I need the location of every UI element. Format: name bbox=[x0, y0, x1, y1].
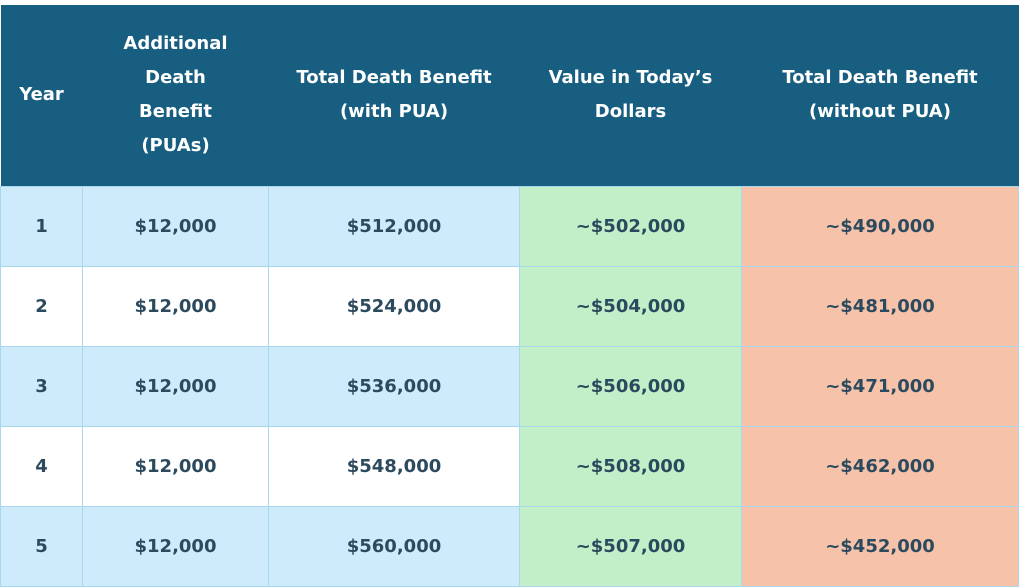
table-cell: $12,000 bbox=[82, 425, 269, 507]
table-cell: $12,000 bbox=[82, 185, 269, 267]
table-cell: ~$452,000 bbox=[741, 505, 1019, 587]
table-row: 4 $12,000 $548,000 ~$508,000 ~$462,000 bbox=[0, 425, 1019, 507]
table-cell: 3 bbox=[0, 345, 83, 427]
table-cell: ~$462,000 bbox=[741, 425, 1019, 507]
table-cell: $536,000 bbox=[268, 345, 520, 427]
table-container: Year Additional Death Benefit (PUAs) Total… bbox=[0, 5, 1019, 587]
table-cell: $12,000 bbox=[82, 505, 269, 587]
table-cell: $12,000 bbox=[82, 345, 269, 427]
table-cell: ~$508,000 bbox=[519, 425, 742, 507]
table-cell: ~$490,000 bbox=[741, 185, 1019, 267]
column-header: Total Death Benefit (with PUA) bbox=[268, 5, 520, 186]
table-cell: ~$502,000 bbox=[519, 185, 742, 267]
table-cell: 4 bbox=[0, 425, 83, 507]
table-row: 5 $12,000 $560,000 ~$507,000 ~$452,000 bbox=[0, 505, 1019, 587]
benefit-table: Year Additional Death Benefit (PUAs) Total… bbox=[0, 5, 1019, 587]
column-header: Total Death Benefit (without PUA) bbox=[741, 5, 1019, 186]
table-cell: $548,000 bbox=[268, 425, 520, 507]
table-cell: $560,000 bbox=[268, 505, 520, 587]
table-cell: 2 bbox=[0, 265, 83, 347]
table-cell: ~$481,000 bbox=[741, 265, 1019, 347]
table-cell: ~$471,000 bbox=[741, 345, 1019, 427]
table-cell: $524,000 bbox=[268, 265, 520, 347]
column-header: Year bbox=[0, 5, 83, 186]
table-body: 1 $12,000 $512,000 ~$502,000 ~$490,000 2 $12,0… bbox=[0, 185, 1019, 587]
table-cell: 5 bbox=[0, 505, 83, 587]
header-row: Year Additional Death Benefit (PUAs) Total… bbox=[0, 5, 1019, 186]
table-cell: 1 bbox=[0, 185, 83, 267]
table-cell: ~$506,000 bbox=[519, 345, 742, 427]
table-cell: ~$504,000 bbox=[519, 265, 742, 347]
table-cell: ~$507,000 bbox=[519, 505, 742, 587]
column-header: Additional Death Benefit (PUAs) bbox=[82, 5, 269, 186]
table-row: 3 $12,000 $536,000 ~$506,000 ~$471,000 bbox=[0, 345, 1019, 427]
table-cell: $512,000 bbox=[268, 185, 520, 267]
table-row: 2 $12,000 $524,000 ~$504,000 ~$481,000 bbox=[0, 265, 1019, 347]
column-header: Value in Today’s Dollars bbox=[519, 5, 742, 186]
table-row: 1 $12,000 $512,000 ~$502,000 ~$490,000 bbox=[0, 185, 1019, 267]
table-cell: $12,000 bbox=[82, 265, 269, 347]
